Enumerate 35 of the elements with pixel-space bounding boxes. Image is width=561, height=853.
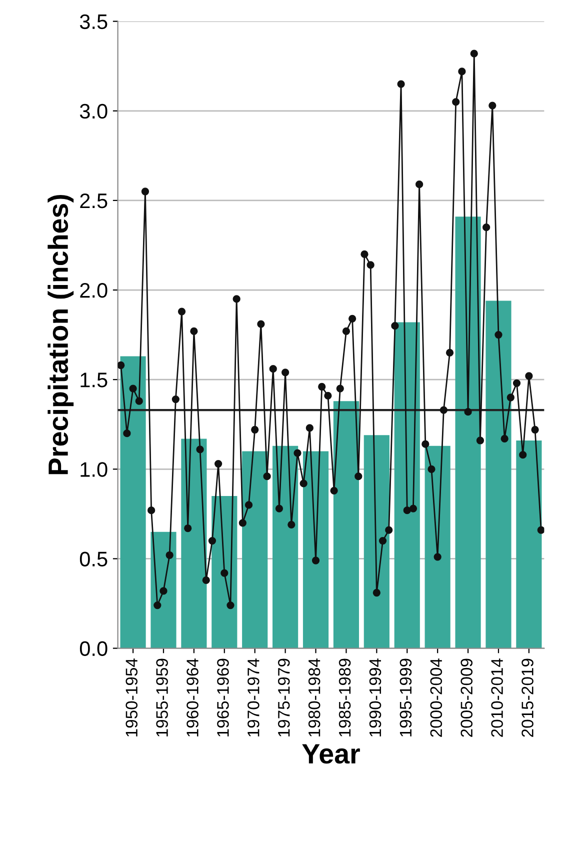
x-tick-label: 1955-1959 bbox=[156, 658, 168, 736]
bar bbox=[486, 300, 512, 648]
bar bbox=[272, 446, 298, 648]
x-tick-label: 1985-1989 bbox=[338, 658, 351, 736]
y-tick-label: 0.0 bbox=[80, 641, 108, 656]
bar bbox=[120, 356, 146, 648]
bar bbox=[394, 322, 420, 648]
y-axis-title: Precipitation (inches) bbox=[48, 194, 74, 474]
x-tick-label: 2000-2004 bbox=[430, 658, 442, 737]
bar bbox=[424, 446, 450, 648]
x-tick-label: 1970-1974 bbox=[248, 658, 260, 736]
x-tick-label: 2010-2014 bbox=[491, 658, 503, 737]
y-tick-label: 3.5 bbox=[80, 14, 108, 30]
y-tick-label: 1.5 bbox=[80, 372, 108, 388]
x-axis-title: Year bbox=[302, 744, 360, 764]
bar bbox=[364, 435, 390, 648]
bar bbox=[302, 451, 329, 648]
y-tick-label: 3.0 bbox=[80, 104, 108, 119]
x-tick-label: 1980-1984 bbox=[308, 658, 320, 736]
x-tick-label: 2015-2019 bbox=[522, 658, 534, 737]
bar bbox=[242, 451, 268, 648]
x-tick-label: 1995-1999 bbox=[400, 658, 412, 736]
bar bbox=[455, 216, 481, 648]
x-tick-label: 1960-1964 bbox=[186, 658, 198, 736]
y-tick-label: 0.5 bbox=[80, 552, 108, 566]
x-tick-label: 1950-1954 bbox=[126, 658, 138, 736]
x-tick-label: 1965-1969 bbox=[217, 658, 229, 736]
y-tick-label: 2.5 bbox=[80, 193, 108, 208]
bar bbox=[333, 401, 360, 648]
bar bbox=[516, 440, 542, 648]
x-tick-label: 1975-1979 bbox=[278, 658, 290, 736]
y-tick-label: 1.0 bbox=[80, 462, 108, 477]
x-tick-label: 1990-1994 bbox=[369, 658, 382, 736]
x-tick-label: 2005-2009 bbox=[460, 658, 473, 737]
y-tick-label: 2.0 bbox=[80, 283, 108, 298]
